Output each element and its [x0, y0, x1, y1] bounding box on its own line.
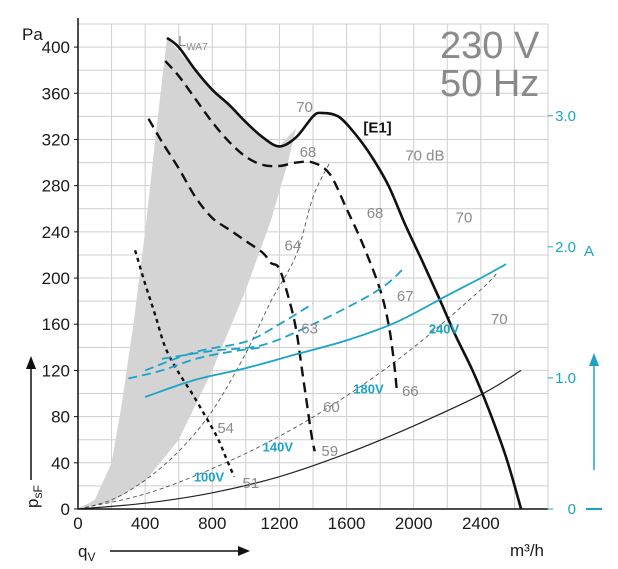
current-curve-180v	[161, 265, 406, 360]
y2-tick-labels: 0 1.0 2.0 3.0	[548, 108, 576, 518]
y2-axis-arrow-head	[589, 353, 599, 366]
y-axis-label-main: p	[23, 499, 42, 508]
curve-label: 66	[402, 383, 419, 400]
curve-label: 70	[296, 99, 313, 116]
system-curve	[77, 162, 331, 510]
x-tick-label: 0	[73, 514, 82, 533]
curve-label: [E1]	[363, 120, 391, 137]
curve-label: 68	[300, 144, 317, 161]
y-tick-label: 360	[42, 84, 70, 103]
y-unit-label: Pa	[22, 25, 43, 44]
curve-label: 68	[367, 205, 384, 222]
x-tick-label: 400	[131, 514, 159, 533]
y-tick-label: 120	[42, 361, 70, 380]
curve-label: 180V	[353, 382, 384, 397]
curve-label: 67	[397, 288, 414, 305]
y-tick-label: 0	[61, 500, 70, 519]
x-tick-label: 2400	[462, 514, 500, 533]
current-curve-140v	[144, 302, 314, 372]
chart-subtitle: 50 Hz	[440, 63, 539, 105]
y2-tick-label: 1.0	[555, 370, 576, 387]
curve-label: 240V	[429, 321, 460, 336]
curve-label: 60	[323, 399, 340, 416]
y2-unit-label: A	[584, 243, 594, 260]
system-curve	[77, 369, 522, 510]
pressure-curve-240v	[166, 36, 523, 510]
x-tick-labels: 0 400 800 1200 1600 2000 2400	[73, 514, 500, 533]
y-tick-label: 80	[51, 408, 70, 427]
y-axis-label: psF	[23, 485, 45, 508]
curve-label: 51	[243, 475, 260, 492]
x-tick-label: 800	[198, 514, 226, 533]
sound-level-label-sub: WA7	[186, 42, 208, 53]
curve-label: 140V	[263, 439, 294, 454]
current-curve-100v	[128, 346, 263, 380]
curve-labels: 70 70 70 dB 70 68 68 67 66 64 63 60 59 54 51 240V 180V 1…	[194, 99, 508, 492]
curve-label: 70	[456, 210, 473, 227]
curve-label: 64	[284, 237, 301, 254]
y2-tick-label: 2.0	[555, 239, 576, 256]
x-unit-label: m³/h	[510, 541, 544, 560]
y-axis-label-sub: sF	[31, 485, 45, 498]
system-curve	[77, 271, 498, 510]
y2-tick-label: 3.0	[555, 108, 576, 125]
y-axis-arrow-head	[26, 356, 36, 369]
x-tick-label: 2000	[395, 514, 433, 533]
chart-title: 230 V	[440, 25, 540, 67]
system-curves	[77, 162, 522, 510]
y-tick-label: 280	[42, 177, 70, 196]
current-curve-240v	[144, 263, 507, 398]
curve-label: 63	[301, 320, 318, 337]
grid	[77, 23, 549, 510]
sound-level-label: LWA7	[178, 33, 208, 53]
x-axis-arrow-head	[238, 546, 250, 556]
curve-label: 59	[321, 443, 338, 460]
pressure-curve-100v	[133, 249, 236, 478]
axes	[77, 18, 549, 510]
curve-label: 54	[217, 420, 234, 437]
operating-region-shade	[78, 37, 297, 510]
y2-tick-label: 0	[568, 501, 576, 518]
y-tick-label: 400	[42, 38, 70, 57]
curve-label: 70	[491, 311, 508, 328]
x-tick-label: 1600	[328, 514, 366, 533]
shaded-area	[78, 37, 297, 510]
x-tick-label: 1200	[261, 514, 299, 533]
curve-label: 100V	[194, 469, 225, 484]
pressure-curves	[133, 36, 523, 510]
curve-label: 70 dB	[405, 147, 444, 164]
sound-level-label-main: L	[178, 33, 186, 50]
pressure-curve-180v	[164, 60, 399, 392]
y-tick-label: 240	[42, 223, 70, 242]
y-tick-label: 160	[42, 315, 70, 334]
x-axis-label-main: q	[78, 542, 87, 561]
x-axis-label-sub: V	[87, 550, 95, 564]
y-tick-label: 200	[42, 269, 70, 288]
x-axis-label: qV	[78, 542, 95, 564]
current-curves	[128, 263, 507, 398]
y-tick-labels: 0 40 80 120 160 200 240 280 320 360 400	[42, 38, 78, 519]
y-tick-label: 320	[42, 130, 70, 149]
y-tick-label: 40	[51, 454, 70, 473]
